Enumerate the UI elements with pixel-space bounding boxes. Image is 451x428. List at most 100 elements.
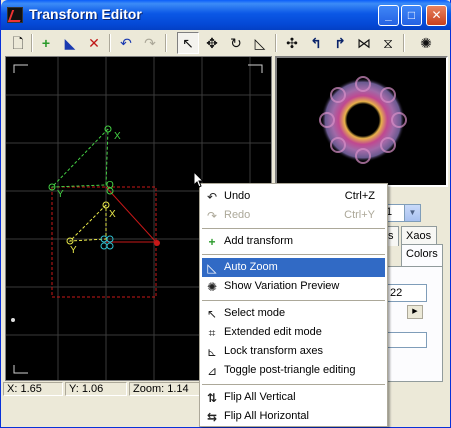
app-icon <box>7 7 23 23</box>
toolbar-separator <box>109 34 111 52</box>
toolbar-separator <box>165 34 167 52</box>
menu-item-label: Undo <box>224 190 251 202</box>
menu-item-label: Flip All Vertical <box>224 391 296 403</box>
duplicate-icon[interactable]: ◣ <box>64 35 76 51</box>
green-x-label: X <box>114 131 121 142</box>
menu-separator <box>202 228 385 229</box>
green-node <box>48 183 56 191</box>
menu-item-toggle-post-triangle[interactable]: ⊿ Toggle post-triangle editing <box>202 361 385 380</box>
yellow-node <box>66 237 74 245</box>
move-icon[interactable]: ✥ <box>206 35 218 51</box>
menu-item-flip-all-vertical[interactable]: ⇅ Flip All Vertical <box>202 388 385 407</box>
rotate-left-icon[interactable]: ↰ <box>310 35 322 51</box>
flip-horizontal-icon: ⇆ <box>206 410 218 424</box>
yellow-transform-triangle <box>68 204 107 242</box>
minimize-button[interactable]: _ <box>378 5 399 26</box>
green-y-label: Y <box>57 189 64 200</box>
menu-item-label: Toggle post-triangle editing <box>224 364 356 376</box>
menu-item-label: Lock transform axes <box>224 345 324 357</box>
yellow-y-label: Y <box>70 245 77 256</box>
color-input-field[interactable] <box>387 332 427 348</box>
rotate-icon[interactable]: ↻ <box>230 35 242 51</box>
cyan-origin-marker <box>100 235 114 250</box>
canvas-context-menu: ↶ Undo Ctrl+Z ↷ Redo Ctrl+Y + Add transf… <box>199 183 388 427</box>
status-zoom: Zoom: 1.14 <box>129 382 201 396</box>
auto-zoom-icon: ◺ <box>207 261 217 275</box>
new-icon[interactable]: 🗋 <box>12 35 24 51</box>
tab-xaos[interactable]: Xaos <box>401 226 437 246</box>
undo-icon[interactable]: ↶ <box>120 35 132 51</box>
toolbar-separator <box>275 34 277 52</box>
scroll-right-button[interactable]: ▶ <box>407 305 423 319</box>
menu-item-shortcut: Ctrl+Z <box>344 190 375 202</box>
flip-horizontal-icon[interactable]: ⋈ <box>357 35 371 51</box>
color-value-field[interactable]: 22 <box>387 284 427 302</box>
pivot-point <box>11 318 15 322</box>
green-transform-triangle <box>50 128 109 188</box>
toolbar: 🗋 + ◣ ✕ ↶ ↷ ↖ ✥ ↻ ◺ ✣ ↰ ↱ ⋈ ⧖ ✺ <box>5 31 448 55</box>
flip-vertical-icon: ⇅ <box>206 391 218 405</box>
tab-colors[interactable]: Colors <box>401 244 443 266</box>
yellow-x-label: X <box>109 209 116 220</box>
menu-item-label: Show Variation Preview <box>224 280 340 292</box>
select-mode-icon: ↖ <box>206 307 218 321</box>
yellow-node <box>102 201 110 209</box>
maximize-button[interactable]: □ <box>401 5 422 26</box>
flip-vertical-icon[interactable]: ⧖ <box>383 35 393 51</box>
post-triangle-icon: ⊿ <box>206 364 218 378</box>
transform-selector-value: 1 <box>386 206 393 218</box>
flame-preview-image <box>319 76 407 164</box>
variation-preview-icon: ✺ <box>206 280 218 294</box>
redo-icon: ↷ <box>206 209 218 223</box>
transform-selector[interactable]: 1 ▼ <box>383 204 421 222</box>
status-y: Y: 1.06 <box>65 382 127 396</box>
menu-item-undo[interactable]: ↶ Undo Ctrl+Z <box>202 187 385 206</box>
delete-icon[interactable]: ✕ <box>88 35 100 51</box>
menu-item-flip-all-horizontal[interactable]: ⇆ Flip All Horizontal <box>202 407 385 426</box>
rotate-right-icon[interactable]: ↱ <box>334 35 346 51</box>
select-icon[interactable]: ↖ <box>177 32 199 54</box>
menu-item-redo[interactable]: ↷ Redo Ctrl+Y <box>202 206 385 225</box>
flame-preview <box>275 56 448 187</box>
extended-edit-icon: ⌗ <box>208 326 216 340</box>
menu-item-label: Auto Zoom <box>224 261 278 273</box>
green-node <box>106 187 114 195</box>
menu-item-add-transform[interactable]: + Add transform <box>202 232 385 251</box>
title-bar[interactable]: Transform Editor _ □ ✕ <box>1 0 451 30</box>
menu-separator <box>202 254 385 255</box>
mouse-cursor-icon <box>194 172 204 188</box>
toolbar-separator <box>31 34 33 52</box>
menu-item-lock-transform-axes[interactable]: ⊾ Lock transform axes <box>202 342 385 361</box>
menu-item-shortcut: Ctrl+Y <box>344 209 375 221</box>
add-transform-icon: + <box>208 235 216 249</box>
transform-axes-icon[interactable]: ✣ <box>286 35 298 51</box>
red-triangle-node <box>154 240 160 246</box>
menu-item-label: Redo <box>224 209 251 221</box>
toolbar-separator <box>403 34 405 52</box>
transform-properties-panel: 1 ▼ s Xaos Colors 22 ▶ <box>275 190 448 382</box>
lock-axes-icon: ⊾ <box>206 345 218 359</box>
menu-item-extended-edit-mode[interactable]: ⌗ Extended edit mode <box>202 323 385 342</box>
variation-preview-icon[interactable]: ✺ <box>420 35 432 51</box>
green-node <box>104 125 112 133</box>
menu-item-label: Select mode <box>224 307 286 319</box>
menu-separator <box>202 300 385 301</box>
menu-item-label: Add transform <box>224 235 294 247</box>
menu-item-select-mode[interactable]: ↖ Select mode <box>202 304 385 323</box>
reference-triangle <box>51 186 157 298</box>
menu-item-label: Flip All Horizontal <box>224 410 309 422</box>
status-bar: X: 1.65 Y: 1.06 Zoom: 1.14 <box>1 382 451 396</box>
menu-item-auto-zoom[interactable]: ◺ Auto Zoom <box>202 258 385 277</box>
close-button[interactable]: ✕ <box>426 5 447 26</box>
redo-icon[interactable]: ↷ <box>144 35 156 51</box>
menu-item-label: Extended edit mode <box>224 326 322 338</box>
green-o-label: O <box>106 180 114 191</box>
add-transform-icon[interactable]: + <box>41 35 51 51</box>
scale-icon[interactable]: ◺ <box>254 35 266 51</box>
chevron-down-icon[interactable]: ▼ <box>404 205 420 221</box>
undo-icon: ↶ <box>206 190 218 204</box>
menu-item-show-variation-preview[interactable]: ✺ Show Variation Preview <box>202 277 385 296</box>
menu-separator <box>202 384 385 385</box>
status-x: X: 1.65 <box>3 382 63 396</box>
window-title: Transform Editor <box>29 6 142 22</box>
